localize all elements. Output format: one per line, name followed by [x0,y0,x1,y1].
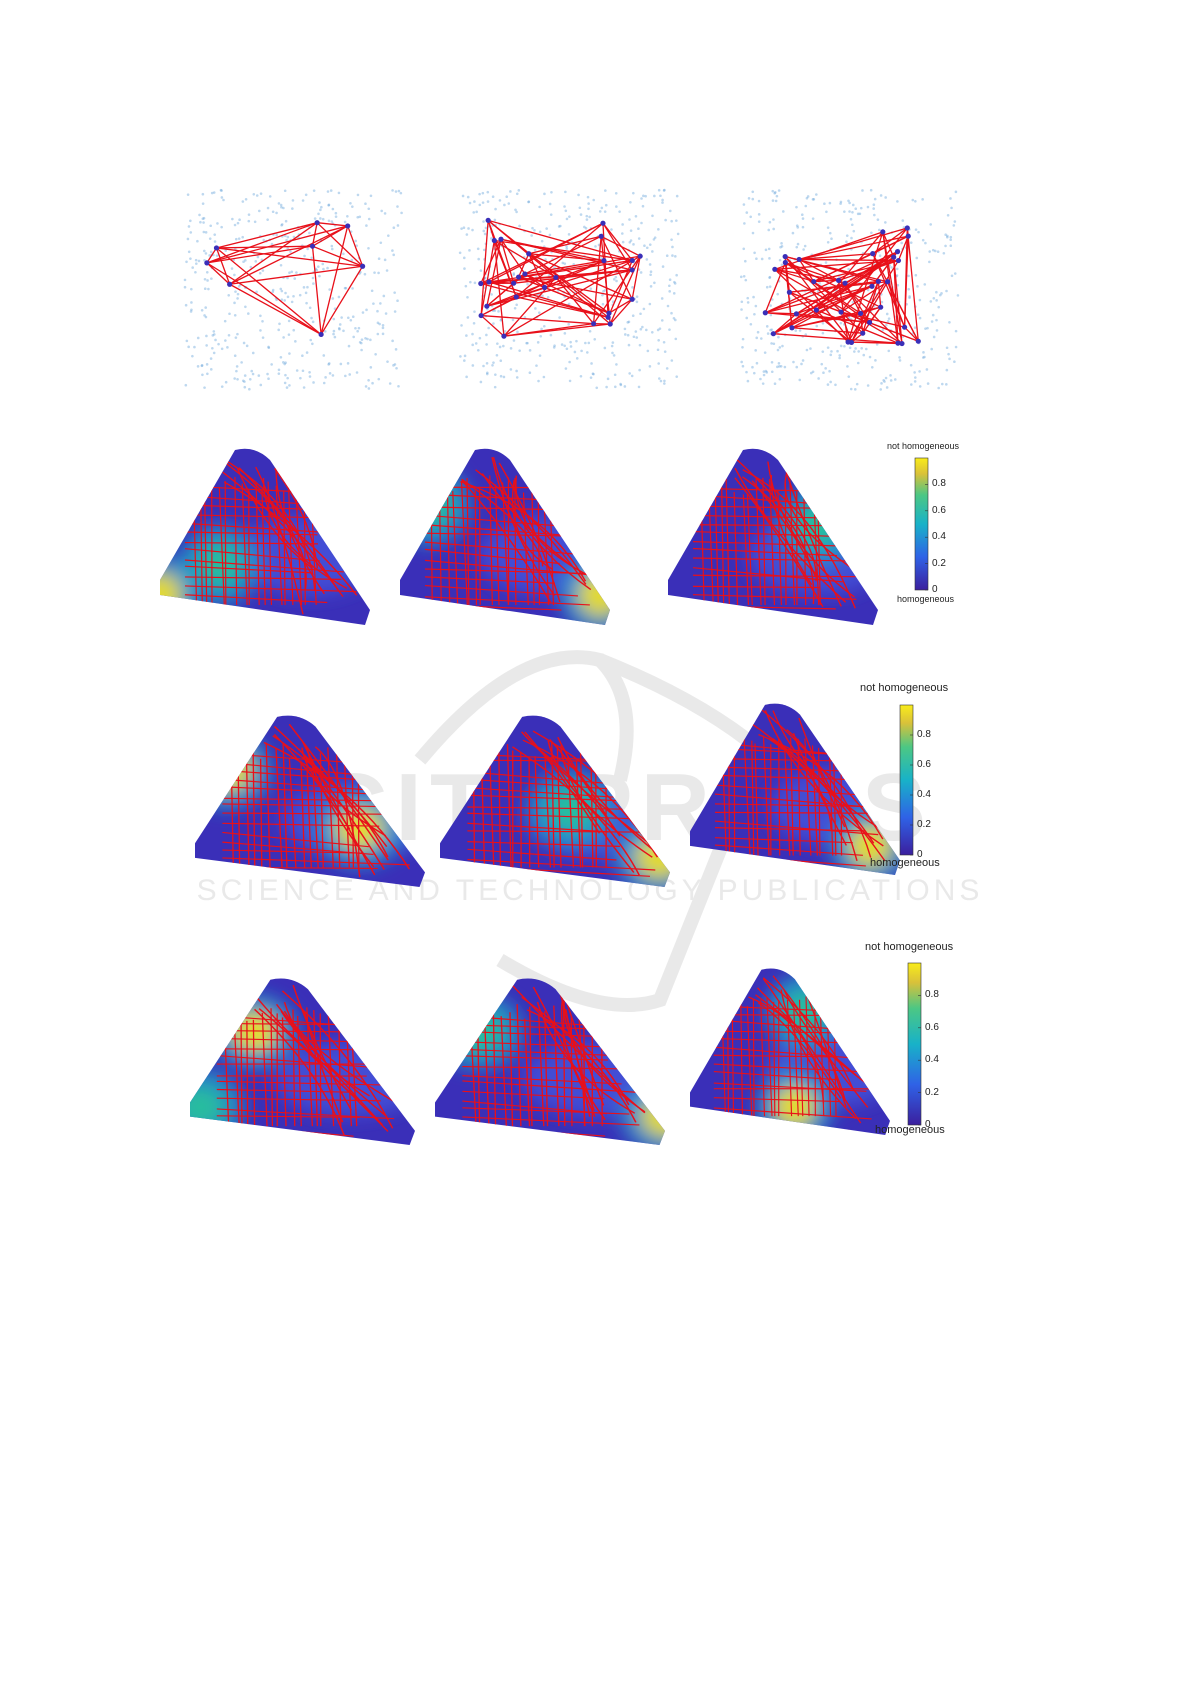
colorbar-bottom-label: homogeneous [875,1124,945,1136]
colorbar-tick-label: 0.6 [925,1021,939,1033]
colorbar-tick-label: 0.2 [917,819,931,830]
colorbar-tick-label: 0 [932,584,938,595]
colorbar-tick-label: 0 [917,849,923,860]
colorbar-bottom-label: homogeneous [870,857,940,869]
colorbar-tick-label: 0.6 [917,759,931,770]
network-dense [739,188,960,391]
colorbar [907,962,922,1126]
colorbar-tick-label: 0.6 [932,504,946,516]
heatmap-3c [690,968,891,1136]
colorbar-top-label: not homogeneous [887,441,960,451]
colorbar-tick-label: 0.4 [932,531,946,543]
colorbar-tick-label: 0.4 [925,1054,939,1066]
colorbar-tick-label: 0.2 [925,1086,939,1098]
network-medium [458,188,680,390]
colorbar-top-label: not homogeneous [865,941,954,953]
heatmap-1a [160,448,370,625]
heatmap-1c [668,448,878,625]
colorbar [914,457,929,591]
watermark-subtext: SCIENCE AND TECHNOLOGY PUBLICATIONS [197,874,984,907]
colorbar-tick-label: 0.4 [917,789,931,800]
colorbar-top-label: not homogeneous [860,682,949,694]
colorbar-tick-label: 0.8 [925,989,939,1001]
colorbar-tick-label: 0.8 [932,478,946,490]
heatmap-1b [400,448,610,625]
colorbar-tick-label: 0.2 [932,557,946,569]
network-sparse [183,188,403,391]
heatmap-2b [440,715,670,887]
colorbar-bottom-label: homogeneous [897,594,955,604]
heatmap-3a [190,978,415,1146]
colorbar-tick-label: 0.8 [917,729,931,740]
colorbar-tick-label: 0 [925,1119,931,1130]
colorbar [899,704,914,856]
